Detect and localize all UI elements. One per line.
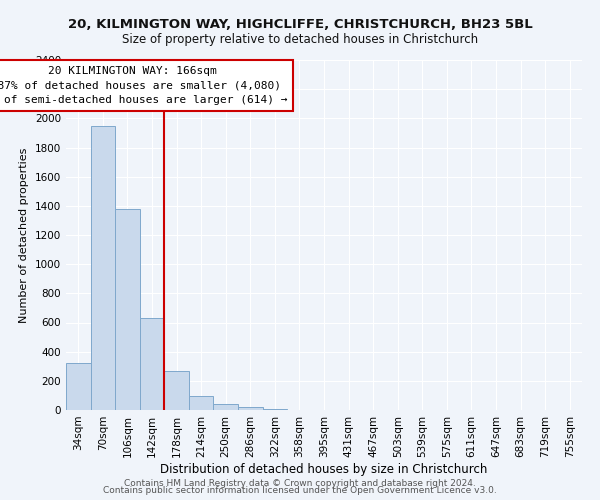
Bar xyxy=(164,370,189,410)
Bar xyxy=(214,404,238,410)
Bar xyxy=(189,396,214,410)
Bar xyxy=(91,126,115,410)
Text: 20 KILMINGTON WAY: 166sqm
← 87% of detached houses are smaller (4,080)
13% of se: 20 KILMINGTON WAY: 166sqm ← 87% of detac… xyxy=(0,66,287,106)
Bar xyxy=(140,318,164,410)
Text: Contains public sector information licensed under the Open Government Licence v3: Contains public sector information licen… xyxy=(103,486,497,495)
Text: Contains HM Land Registry data © Crown copyright and database right 2024.: Contains HM Land Registry data © Crown c… xyxy=(124,478,476,488)
Text: 20, KILMINGTON WAY, HIGHCLIFFE, CHRISTCHURCH, BH23 5BL: 20, KILMINGTON WAY, HIGHCLIFFE, CHRISTCH… xyxy=(68,18,532,30)
X-axis label: Distribution of detached houses by size in Christchurch: Distribution of detached houses by size … xyxy=(160,462,488,475)
Bar xyxy=(115,209,140,410)
Y-axis label: Number of detached properties: Number of detached properties xyxy=(19,148,29,322)
Bar xyxy=(238,407,263,410)
Text: Size of property relative to detached houses in Christchurch: Size of property relative to detached ho… xyxy=(122,32,478,46)
Bar xyxy=(66,364,91,410)
